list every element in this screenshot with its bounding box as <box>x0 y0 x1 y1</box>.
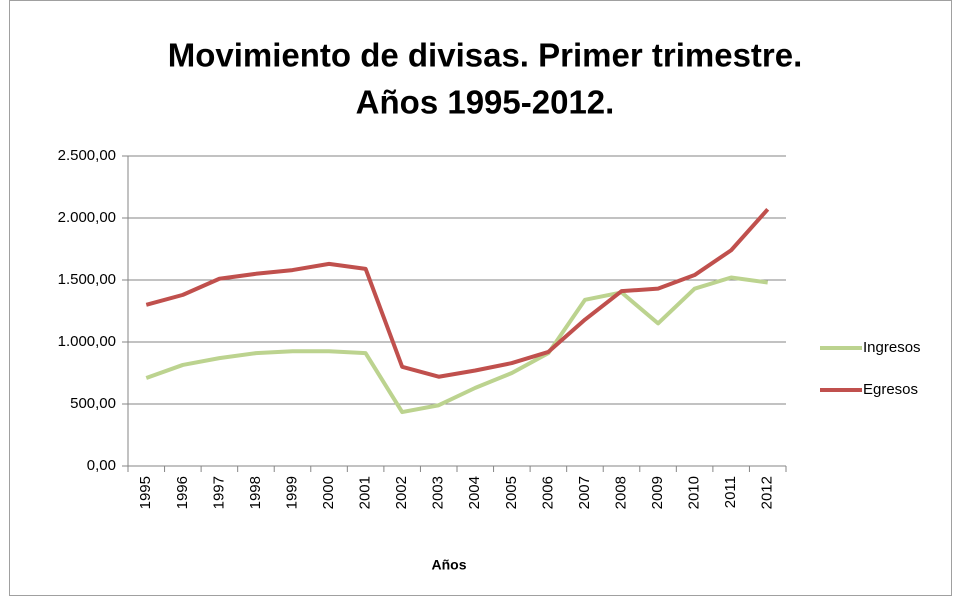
x-tick-label: 1999 <box>283 476 300 509</box>
x-tick-label: 1997 <box>210 476 227 509</box>
x-axis-label: Años <box>432 557 467 573</box>
x-tick-label: 2011 <box>722 476 739 508</box>
y-tick-label: 0,00 <box>87 457 116 474</box>
x-tick-label: 2000 <box>320 476 337 509</box>
x-tick-label: 1995 <box>137 476 154 509</box>
x-tick-label: 1998 <box>247 476 264 509</box>
legend-label: Ingresos <box>863 339 921 356</box>
x-tick-label: 2010 <box>686 476 703 509</box>
series-line <box>145 275 768 415</box>
x-tick-label: 2008 <box>612 476 629 509</box>
series-line <box>145 207 770 379</box>
y-tick-label: 1.000,00 <box>58 333 116 350</box>
y-tick-label: 1.500,00 <box>58 271 116 288</box>
x-tick-label: 2002 <box>393 476 410 509</box>
x-tick-label: 2007 <box>576 476 593 509</box>
y-tick-label: 2.000,00 <box>58 209 116 226</box>
x-tick-label: 1996 <box>174 476 191 509</box>
x-tick-label: 2003 <box>430 476 447 509</box>
chart-title: Movimiento de divisas. Primer trimestre. <box>168 37 803 74</box>
x-tick-label: 2012 <box>759 476 776 509</box>
x-tick-label: 2001 <box>357 476 374 509</box>
x-tick-label: 2005 <box>503 476 520 509</box>
y-tick-label: 500,00 <box>70 395 116 412</box>
x-tick-label: 2009 <box>649 476 666 509</box>
x-tick-label: 2004 <box>466 476 483 509</box>
chart-title: Años 1995-2012. <box>356 84 615 121</box>
y-tick-label: 2.500,00 <box>58 147 116 164</box>
legend-label: Egresos <box>863 381 918 398</box>
x-tick-label: 2006 <box>539 476 556 509</box>
